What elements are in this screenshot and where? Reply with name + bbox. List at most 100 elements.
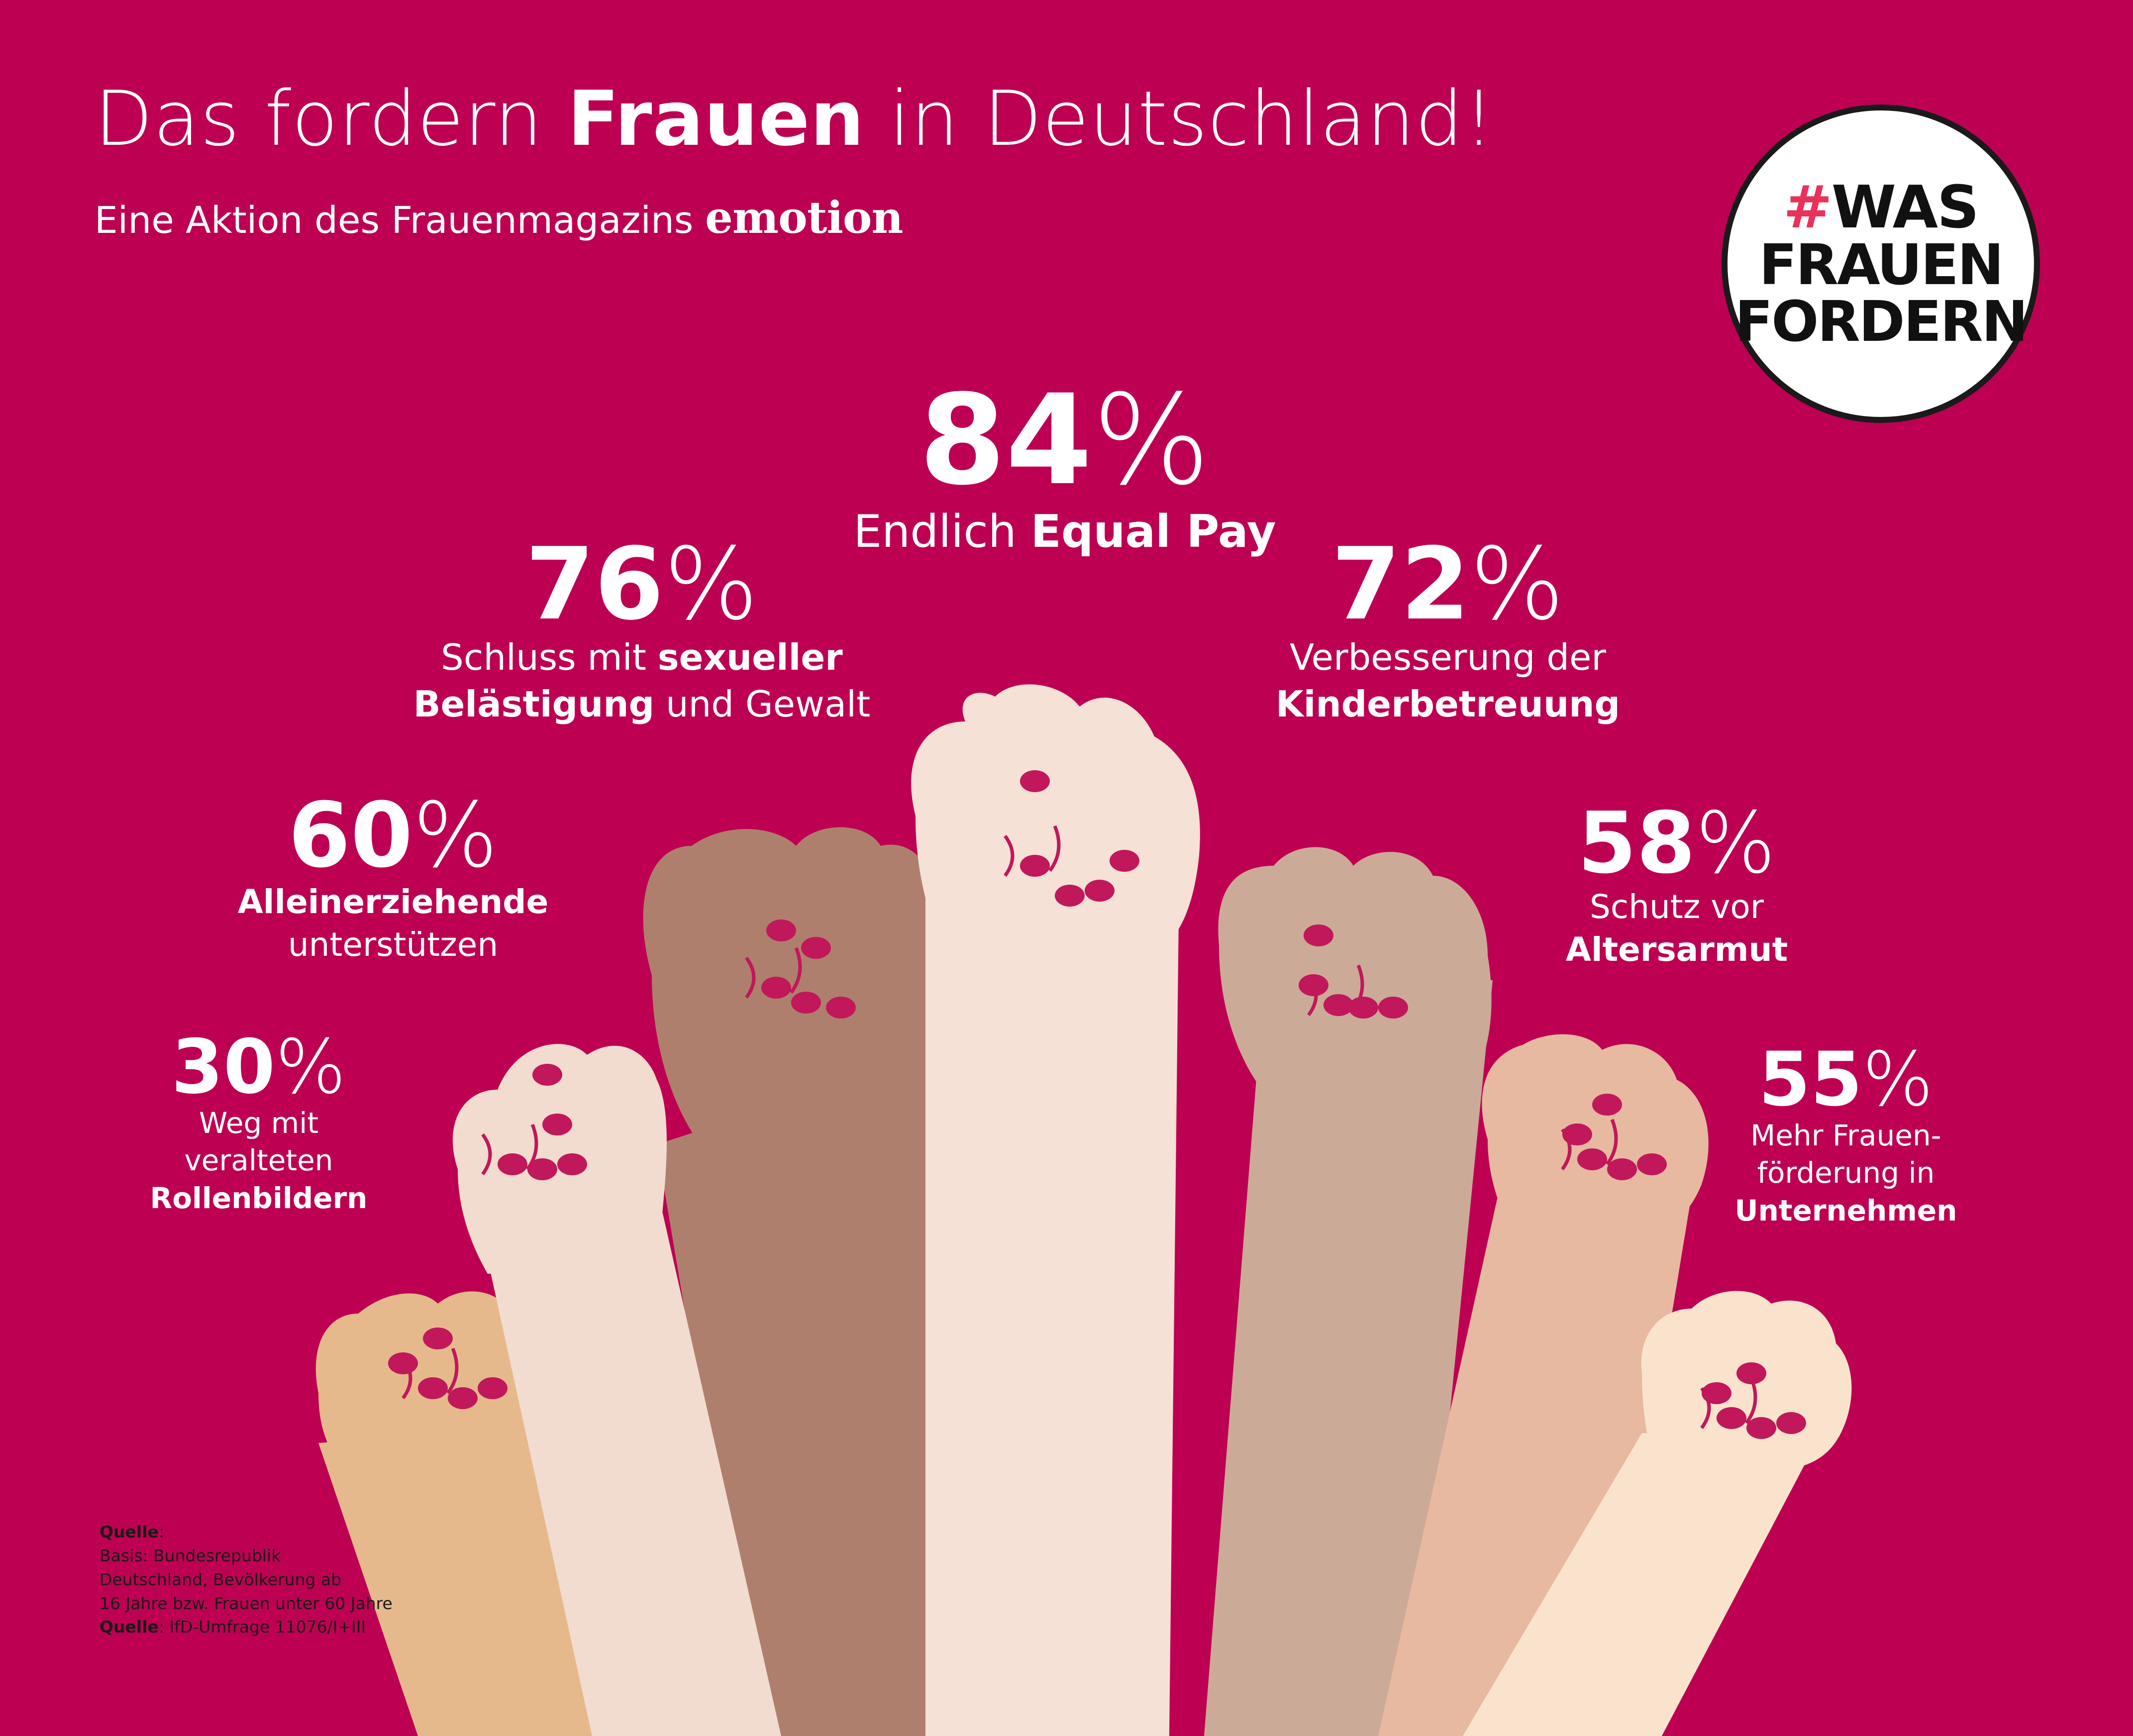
stat-label-text: Mehr Frauen-	[1750, 1119, 1941, 1152]
stat-label-line: Rollenbildern	[150, 1180, 368, 1217]
raised-fist-3	[452, 1044, 781, 1736]
finger-crease-line	[481, 1123, 538, 1176]
percent-sign: %	[664, 526, 759, 642]
nail-polish-icon	[1717, 1407, 1746, 1429]
logo-was: WAS	[1831, 172, 1979, 241]
page-title: Das fordern Frauen in Deutschland!	[95, 75, 1495, 163]
stat-3: 76% Schluss mit sexueller Belästigung und …	[413, 535, 871, 727]
stat-label-bold: Unternehmen	[1734, 1193, 1957, 1227]
nail-polish-icon	[1378, 997, 1408, 1019]
stat-label-line: Kinderbetreuung	[1276, 681, 1620, 728]
stat-value: 72	[1331, 526, 1470, 642]
nail-polish-icon	[1637, 1153, 1667, 1175]
stat-5: 72% Verbesserung der Kinderbetreuung	[1276, 535, 1620, 727]
nail-polish-icon	[1776, 1412, 1806, 1434]
nail-polish-icon	[761, 977, 791, 999]
stat-7: 55% Mehr Frauen-förderung in Unternehmen	[1734, 1042, 1957, 1229]
stat-label-line: Weg mit	[150, 1105, 368, 1142]
stat-label-bold: Altersarmut	[1565, 930, 1788, 969]
stat-label-line: Schluss mit sexueller	[413, 634, 871, 681]
nail-polish-icon	[527, 1158, 557, 1180]
nail-polish-icon	[448, 1387, 478, 1409]
raised-fist-6	[911, 684, 1200, 1736]
source-line-3: 16 Jahre bzw. Frauen unter 60 Jahre	[100, 1593, 393, 1613]
stat-label-bold: Rollenbildern	[150, 1181, 368, 1215]
nail-polish-icon	[1020, 855, 1050, 877]
forearm-shape	[925, 876, 1179, 1736]
nail-polish-icon	[1736, 1362, 1766, 1384]
nail-polish-icon	[557, 1153, 587, 1175]
percent-sign: %	[275, 1024, 346, 1111]
percent-sign: %	[1092, 368, 1211, 512]
stat-value: 58	[1577, 794, 1696, 893]
nail-polish-icon	[388, 1352, 418, 1374]
finger-crease-line	[1307, 964, 1364, 1017]
nail-polish-icon	[1304, 924, 1333, 946]
stat-label-line: unterstützen	[238, 923, 549, 966]
stat-4: 84% Endlich Equal Pay	[853, 378, 1276, 561]
fist-shape	[911, 684, 1200, 945]
percent-sign: %	[1470, 526, 1565, 642]
stat-label-bold: Kinderbetreuung	[1275, 683, 1621, 725]
wasfrauenfordern-logo: #WAS FRAUEN FORDERN	[1722, 104, 2040, 423]
percent-sign: %	[412, 784, 498, 888]
nail-polish-icon	[1592, 1094, 1622, 1116]
nail-polish-icon	[532, 1064, 562, 1086]
fist-shape	[1218, 847, 1492, 1105]
nail-polish-icon	[1085, 880, 1115, 902]
source-label-2: Quelle	[100, 1617, 159, 1637]
stat-label-line: Alleinerziehende	[238, 881, 549, 923]
logo-line-3: FORDERN	[1734, 290, 2028, 355]
percent-sign: %	[1695, 794, 1776, 893]
stat-percentage: 60%	[238, 791, 549, 881]
nail-polish-icon	[542, 1114, 572, 1135]
stat-label-line: Verbesserung der	[1276, 634, 1620, 681]
nail-polish-icon	[766, 919, 796, 941]
stat-label-text: Endlich	[853, 506, 1031, 558]
stat-label-line: Belästigung und Gewalt	[413, 681, 871, 728]
nail-polish-icon	[791, 992, 821, 1014]
stat-label-line: Mehr Frauen-	[1734, 1117, 1957, 1154]
nail-polish-icon	[498, 1153, 527, 1175]
stat-label-line: Schutz vor	[1566, 886, 1788, 928]
stat-label-line: Endlich Equal Pay	[853, 503, 1276, 561]
nail-polish-icon	[826, 997, 856, 1019]
source-line-4: Quelle: IfD-Umfrage 11076/I+III	[100, 1617, 366, 1637]
percent-sign: %	[1862, 1036, 1933, 1123]
title-bold: Frauen	[567, 75, 865, 163]
emotion-brand-logo: emotion	[705, 192, 904, 243]
stat-percentage: 55%	[1734, 1042, 1957, 1117]
nail-polish-icon	[478, 1377, 508, 1399]
stat-label-bold: Belästigung	[413, 683, 655, 725]
stat-label-text: förderung in	[1757, 1156, 1935, 1190]
stat-value: 60	[288, 784, 413, 888]
nail-polish-icon	[801, 937, 831, 959]
stat-label-bold: Alleinerziehende	[237, 883, 549, 921]
stat-6: 58% Schutz vor Altersarmut	[1566, 801, 1788, 971]
nail-polish-icon	[1323, 994, 1353, 1016]
finger-crease-line	[402, 1347, 459, 1400]
stat-label-text: und Gewalt	[654, 683, 871, 725]
stat-label-bold: Equal Pay	[1030, 506, 1276, 558]
stat-value: 55	[1758, 1036, 1863, 1123]
forearm-shape	[488, 1209, 781, 1736]
nail-polish-icon	[1110, 850, 1139, 872]
stat-label-text: Verbesserung der	[1290, 636, 1606, 678]
nail-polish-icon	[1348, 997, 1378, 1019]
stat-percentage: 76%	[413, 535, 871, 634]
nail-polish-icon	[1746, 1417, 1776, 1439]
raised-fist-7	[1463, 1291, 1852, 1736]
stat-label-line: Altersarmut	[1566, 928, 1788, 971]
stat-label-line: veralteten	[150, 1142, 368, 1179]
nail-polish-icon	[1607, 1158, 1637, 1180]
stat-percentage: 30%	[150, 1030, 368, 1105]
subtitle: Eine Aktion des Frauenmagazins emotion	[95, 192, 904, 243]
stat-1: 30% Weg mit veralteten Rollenbildern	[150, 1030, 368, 1217]
nail-polish-icon	[1055, 885, 1085, 907]
stat-label-line: förderung in	[1734, 1154, 1957, 1192]
stat-percentage: 58%	[1566, 801, 1788, 886]
stat-label-bold: sexueller	[657, 636, 843, 678]
stat-label-text: Schutz vor	[1590, 888, 1764, 926]
logo-line-2: FRAUEN	[1759, 232, 2004, 298]
nail-polish-icon	[418, 1377, 448, 1399]
